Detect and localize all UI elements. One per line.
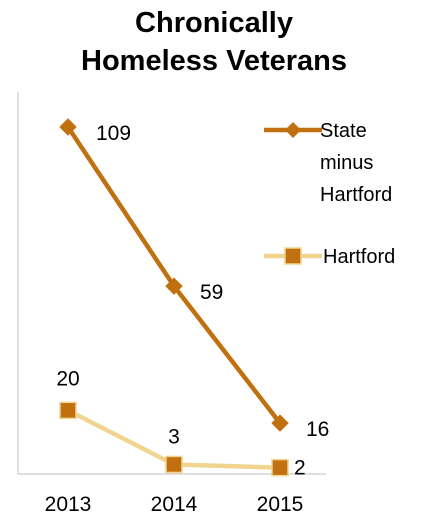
- chart-data-labels: 109 59 16 20 3 2: [56, 122, 329, 480]
- data-label: 2: [294, 457, 306, 480]
- data-label: 20: [56, 367, 79, 390]
- chart-series-markers: [59, 118, 289, 477]
- legend-label-line: Hartford: [323, 246, 395, 268]
- x-tick-label: 2015: [257, 493, 304, 516]
- data-point-diamond: [59, 118, 77, 136]
- legend-label-line: minus: [320, 152, 373, 174]
- data-point-square: [271, 458, 289, 477]
- data-label: 3: [168, 425, 180, 448]
- data-label: 109: [96, 122, 131, 145]
- chart-title: Chronically Homeless Veterans: [0, 0, 428, 80]
- legend-label-line: Hartford: [320, 184, 392, 206]
- data-point-square: [59, 401, 77, 420]
- data-point-diamond: [165, 277, 183, 295]
- chart-x-tick-labels: 2013 2014 2015: [45, 493, 304, 516]
- chart-legend: State minus Hartford Hartford: [264, 120, 395, 268]
- legend-swatch-diamond: [285, 122, 301, 138]
- data-label: 16: [306, 418, 329, 441]
- chart-title-line-1: Chronically: [135, 7, 293, 39]
- data-point-diamond: [271, 414, 289, 432]
- legend-swatch-square: [284, 247, 302, 265]
- data-label: 59: [200, 281, 223, 304]
- x-tick-label: 2013: [45, 493, 92, 516]
- chart-series-lines: [66, 125, 282, 470]
- series-line-state-minus-hartford: [66, 125, 282, 425]
- x-tick-label: 2014: [151, 493, 198, 516]
- legend-label-line: State: [320, 120, 367, 142]
- data-point-square: [165, 455, 183, 474]
- chart-title-line-2: Homeless Veterans: [81, 45, 347, 77]
